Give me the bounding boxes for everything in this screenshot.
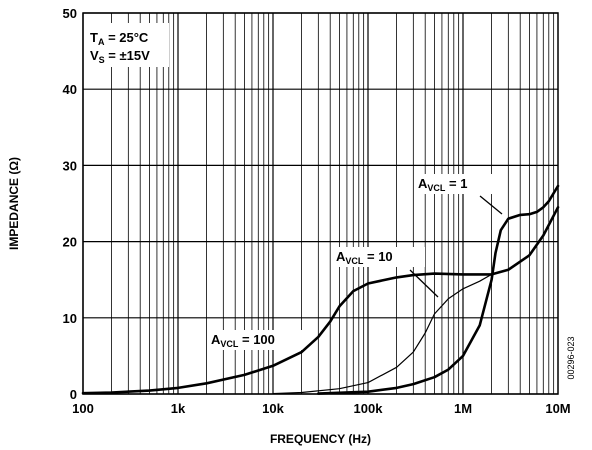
series-label-avcl-10: AVCL = 10 xyxy=(336,249,393,266)
y-tick-label: 30 xyxy=(63,158,77,173)
series-label-sub: VCL xyxy=(220,339,239,349)
series-label-avcl-100: AVCL = 100 xyxy=(211,332,275,349)
y-axis-label: IMPEDANCE (Ω) xyxy=(7,157,21,250)
condition-ta-main: T xyxy=(90,30,98,45)
series-label-bg-avcl-100 xyxy=(208,330,302,350)
y-tick-label: 0 xyxy=(70,387,77,402)
series-line-avcl-10 xyxy=(272,206,559,395)
series-label-main: A xyxy=(418,176,428,191)
series-labels: AVCL = 100 AVCL = 10 AVCL = 1 xyxy=(208,174,503,350)
series-label-main: A xyxy=(336,249,346,264)
series-label-main: A xyxy=(211,332,221,347)
condition-vs-sub: S xyxy=(99,55,105,65)
leader-line-avcl-10 xyxy=(409,269,439,298)
grid xyxy=(82,12,558,395)
condition-ta-rest: = 25°C xyxy=(104,30,148,45)
x-axis-label: FREQUENCY (Hz) xyxy=(270,432,371,446)
leader-line-avcl-1 xyxy=(479,195,503,215)
y-tick-label: 10 xyxy=(63,311,77,326)
x-tick-label: 10M xyxy=(545,401,570,416)
y-tick-label: 50 xyxy=(63,6,77,21)
series-label-sub: VCL xyxy=(345,256,364,266)
x-tick-label: 100k xyxy=(354,401,384,416)
plot-frame xyxy=(82,12,559,395)
x-tick-label: 10k xyxy=(262,401,284,416)
condition-ta: TA = 25°C xyxy=(90,30,149,47)
series-label-rest: = 10 xyxy=(363,249,392,264)
series-label-avcl-1: AVCL = 1 xyxy=(418,176,467,193)
x-tick-label: 100 xyxy=(72,401,94,416)
series-label-rest: = 100 xyxy=(238,332,275,347)
x-tick-label: 1M xyxy=(454,401,472,416)
series-label-bg-avcl-1 xyxy=(415,174,499,194)
condition-vs-rest: = ±15V xyxy=(105,48,150,63)
y-tick-label: 40 xyxy=(63,82,77,97)
series-label-rest: = 1 xyxy=(445,176,467,191)
y-tick-label: 20 xyxy=(63,235,77,250)
series-label-bg-avcl-10 xyxy=(333,247,425,267)
x-tick-label: 1k xyxy=(171,401,186,416)
series-line-avcl-1 xyxy=(316,184,560,395)
condition-ta-sub: A xyxy=(98,37,105,47)
series-label-sub: VCL xyxy=(427,183,446,193)
tick-labels: 0 10 20 30 40 50 100 1k 10k 100k 1M 10M xyxy=(63,6,571,416)
condition-vs: VS = ±15V xyxy=(90,48,150,65)
figure-code: 00296-023 xyxy=(566,336,576,379)
condition-vs-main: V xyxy=(90,48,99,63)
curves xyxy=(81,184,560,395)
conditions-background xyxy=(87,23,169,67)
